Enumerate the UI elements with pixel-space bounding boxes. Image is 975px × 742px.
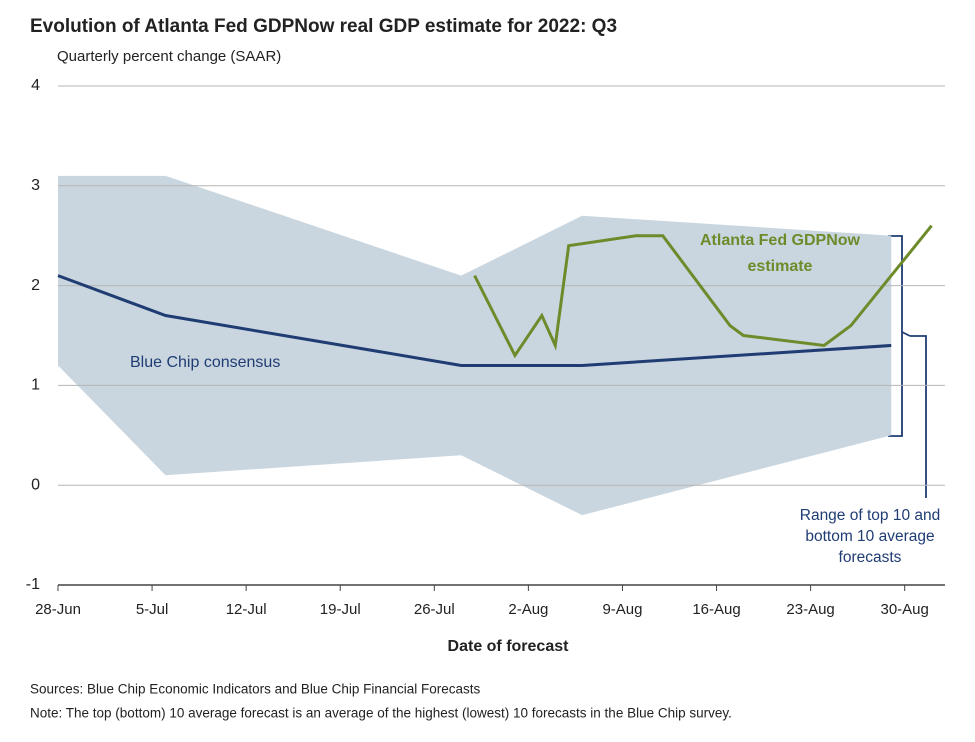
y-tick-label: 1 [31, 377, 40, 394]
x-tick-label: 23-Aug [786, 601, 834, 618]
y-tick-label: 3 [31, 177, 40, 194]
x-axis-label: Date of forecast [448, 638, 570, 655]
chart-title: Evolution of Atlanta Fed GDPNow real GDP… [30, 16, 617, 37]
range-band [58, 175, 892, 516]
x-tick-label: 19-Jul [320, 601, 361, 618]
note: Note: The top (bottom) 10 average foreca… [30, 706, 732, 721]
y-tick-label: 2 [31, 277, 40, 294]
x-tick-label: 30-Aug [880, 601, 928, 618]
y-tick-label: -1 [26, 576, 40, 593]
sources: Sources: Blue Chip Economic Indicators a… [30, 682, 480, 697]
series-label: Atlanta Fed GDPNow estimate [699, 232, 860, 275]
x-tick-label: 12-Jul [226, 601, 267, 618]
range-bracket [888, 235, 927, 498]
x-tick-label: 16-Aug [692, 601, 740, 618]
x-tick-label: 9-Aug [602, 601, 642, 618]
x-tick-label: 28-Jun [35, 601, 81, 618]
series-line [473, 224, 933, 359]
x-tick-label: 5-Jul [136, 601, 169, 618]
x-tick-label: 26-Jul [414, 601, 455, 618]
x-tick-label: 2-Aug [508, 601, 548, 618]
y-tick-label: 0 [31, 476, 40, 493]
y-tick-label: 4 [31, 77, 40, 94]
series-line [57, 274, 892, 367]
series-label: Range of top 10 and bottom 10 average fo… [799, 507, 941, 566]
series-label: Blue Chip consensus [130, 354, 281, 371]
chart-subtitle: Quarterly percent change (SAAR) [57, 48, 281, 65]
